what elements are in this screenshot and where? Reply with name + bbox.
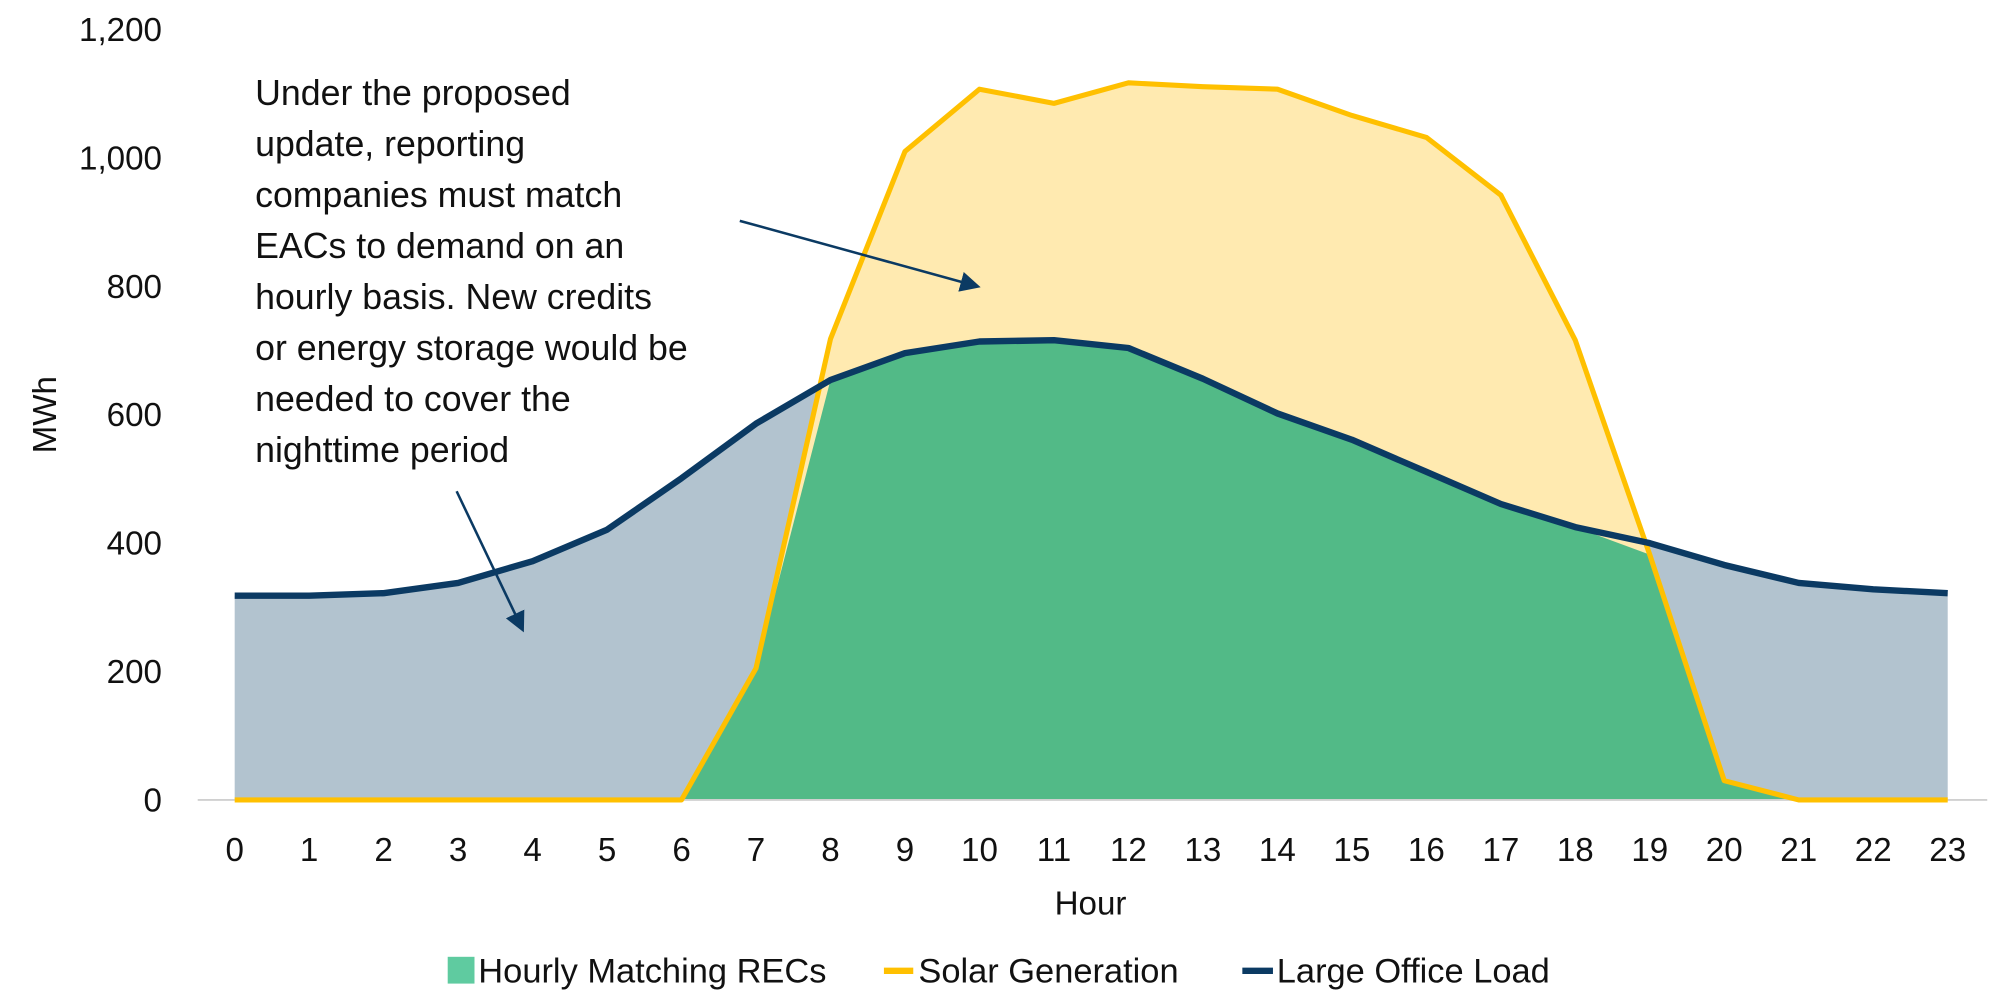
x-tick-label: 4	[523, 832, 541, 869]
annotation: Under the proposed update, reporting compa…	[255, 73, 688, 470]
y-tick-label: 1,200	[79, 12, 162, 49]
large-office-load-line	[234, 337, 1948, 599]
legend-swatch-recs	[447, 956, 475, 984]
x-tick-label: 12	[1110, 832, 1147, 869]
x-tick-label: 13	[1184, 832, 1221, 869]
annotation-arrow-solar	[739, 219, 981, 292]
solar-generation-line	[234, 80, 1948, 803]
legend-item-solar: Solar Generation	[883, 952, 1179, 990]
annotation-line: or energy storage would be	[255, 328, 688, 368]
x-tick-label: 2	[374, 832, 392, 869]
legend-label-solar: Solar Generation	[918, 952, 1178, 990]
annotation-line: update, reporting	[255, 124, 525, 164]
annotation-line: EACs to demand on an	[255, 226, 624, 266]
x-tick-label: 15	[1333, 832, 1370, 869]
x-tick-label: 9	[896, 832, 914, 869]
legend-label-load: Large Office Load	[1277, 952, 1550, 990]
x-tick-label: 0	[225, 832, 243, 869]
annotation-line: Under the proposed	[255, 73, 571, 113]
x-tick-label: 7	[747, 832, 765, 869]
annotation-line: hourly basis. New credits	[255, 277, 652, 317]
y-tick-label: 800	[107, 269, 162, 306]
x-tick-label: 19	[1631, 832, 1668, 869]
x-tick-label: 20	[1706, 832, 1743, 869]
y-tick-label: 200	[107, 654, 162, 691]
x-tick-label: 23	[1929, 832, 1966, 869]
x-tick-label: 16	[1408, 832, 1445, 869]
x-tick-label: 17	[1482, 832, 1519, 869]
annotation-line: needed to cover the	[255, 379, 571, 419]
x-tick-label: 5	[598, 832, 616, 869]
annotation-arrow-night	[455, 490, 525, 633]
x-tick-labels: 0 1 2 3 4 5 6 7 8 9 10 11 12 13 14 15 16 17 18 19 20 21 22 23	[225, 832, 1966, 869]
areas	[234, 82, 1948, 800]
x-tick-label: 11	[1037, 832, 1071, 869]
lines	[234, 80, 1948, 803]
x-tick-label: 10	[961, 832, 998, 869]
x-tick-label: 18	[1557, 832, 1594, 869]
annotation-line: nighttime period	[255, 430, 509, 470]
y-tick-label: 400	[107, 526, 162, 563]
x-tick-label: 14	[1259, 832, 1296, 869]
legend-label-recs: Hourly Matching RECs	[478, 952, 826, 990]
y-tick-label: 600	[107, 397, 162, 434]
x-tick-label: 3	[449, 832, 467, 869]
x-tick-label: 6	[672, 832, 690, 869]
hourly-matching-recs-area	[234, 340, 1948, 800]
x-tick-label: 22	[1855, 832, 1892, 869]
x-axis-label: Hour	[1055, 886, 1127, 923]
y-axis-label: MWh	[27, 376, 64, 453]
legend-item-recs: Hourly Matching RECs	[447, 952, 826, 990]
annotation-line: companies must match	[255, 175, 622, 215]
x-tick-label: 21	[1780, 832, 1817, 869]
legend-item-load: Large Office Load	[1242, 952, 1550, 990]
legend: Hourly Matching RECs Solar Generation La…	[447, 952, 1550, 990]
y-tick-labels: 0 200 400 600 800 1,000 1,200	[79, 12, 162, 819]
y-tick-label: 0	[144, 782, 162, 819]
y-tick-label: 1,000	[79, 140, 162, 177]
x-tick-label: 1	[300, 832, 318, 869]
x-tick-label: 8	[821, 832, 839, 869]
